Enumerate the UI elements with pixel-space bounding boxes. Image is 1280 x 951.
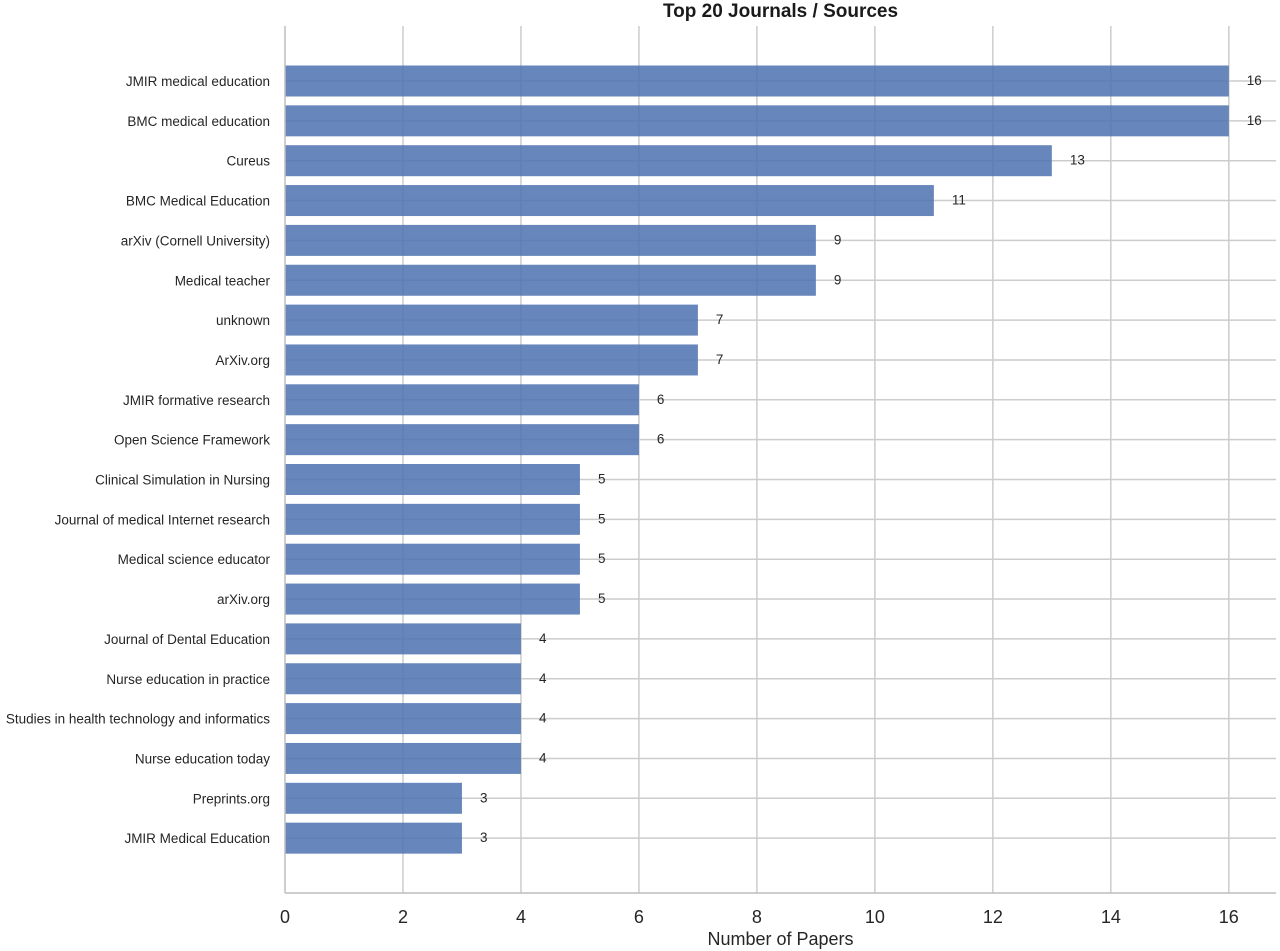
bar xyxy=(285,663,521,695)
bar xyxy=(285,583,580,615)
value-label: 9 xyxy=(834,272,842,287)
value-label: 5 xyxy=(598,472,606,487)
value-label: 16 xyxy=(1247,113,1262,128)
value-label: 4 xyxy=(539,750,547,765)
category-label: BMC medical education xyxy=(127,114,270,129)
x-tick-label-12: 12 xyxy=(983,907,1003,927)
category-label: Journal of medical Internet research xyxy=(55,512,270,527)
category-label: JMIR formative research xyxy=(123,393,270,408)
category-label: Medical science educator xyxy=(118,552,271,567)
bar xyxy=(285,264,816,296)
bar xyxy=(285,304,698,336)
category-label: unknown xyxy=(216,313,270,328)
category-label: Open Science Framework xyxy=(114,433,270,448)
value-label: 5 xyxy=(598,511,606,526)
category-label: Studies in health technology and informa… xyxy=(6,712,270,727)
category-label: Cureus xyxy=(226,154,270,169)
bar xyxy=(285,464,580,495)
x-tick-label-8: 8 xyxy=(752,907,762,927)
value-label: 7 xyxy=(716,352,724,367)
bar xyxy=(285,822,462,854)
bar xyxy=(285,105,1229,137)
category-label: Journal of Dental Education xyxy=(104,632,270,647)
bar xyxy=(285,424,639,456)
category-label: arXiv.org xyxy=(217,592,270,607)
value-label: 3 xyxy=(480,790,488,805)
value-label: 16 xyxy=(1247,73,1262,88)
category-label: Preprints.org xyxy=(193,791,270,806)
category-label: Clinical Simulation in Nursing xyxy=(95,473,270,488)
bar xyxy=(285,224,816,256)
category-label: Nurse education in practice xyxy=(106,672,270,687)
bar xyxy=(285,703,521,735)
bar xyxy=(285,543,580,575)
bar-layer xyxy=(285,65,1229,854)
value-label: 6 xyxy=(657,392,665,407)
value-label: 4 xyxy=(539,711,547,726)
x-tick-label-2: 2 xyxy=(398,907,408,927)
bar xyxy=(285,742,521,774)
bar xyxy=(285,503,580,535)
bar xyxy=(285,782,462,814)
value-label: 9 xyxy=(834,232,842,247)
category-label: Medical teacher xyxy=(175,273,271,288)
x-tick-label-6: 6 xyxy=(634,907,644,927)
value-label: 5 xyxy=(598,591,606,606)
x-tick-label-0: 0 xyxy=(280,907,290,927)
category-label: JMIR Medical Education xyxy=(124,831,270,846)
value-label: 5 xyxy=(598,551,606,566)
label-layer: JMIR medical education 16 BMC medical educ… xyxy=(6,73,1262,846)
category-label: ArXiv.org xyxy=(215,353,270,368)
bar xyxy=(285,623,521,655)
category-label: arXiv (Cornell University) xyxy=(121,233,270,248)
axis-layer: 0 2 4 6 8 10 12 14 16 xyxy=(280,26,1276,927)
category-label: BMC Medical Education xyxy=(126,194,270,209)
x-tick-label-14: 14 xyxy=(1101,907,1121,927)
x-axis-title: Number of Papers xyxy=(707,929,853,949)
bar xyxy=(285,384,639,416)
value-label: 13 xyxy=(1070,153,1085,168)
value-label: 3 xyxy=(480,830,488,845)
bar xyxy=(285,65,1229,97)
x-tick-label-10: 10 xyxy=(865,907,885,927)
value-label: 11 xyxy=(952,193,966,208)
chart-title: Top 20 Journals / Sources xyxy=(663,1,898,22)
category-label: JMIR medical education xyxy=(126,74,270,89)
value-label: 6 xyxy=(657,432,665,447)
value-label: 7 xyxy=(716,312,724,327)
category-label: Nurse education today xyxy=(135,751,270,766)
x-tick-label-16: 16 xyxy=(1219,907,1239,927)
bar xyxy=(285,145,1052,177)
x-tick-label-4: 4 xyxy=(516,907,526,927)
bar xyxy=(285,344,698,376)
bar xyxy=(285,185,934,217)
value-label: 4 xyxy=(539,671,547,686)
value-label: 4 xyxy=(539,631,547,646)
